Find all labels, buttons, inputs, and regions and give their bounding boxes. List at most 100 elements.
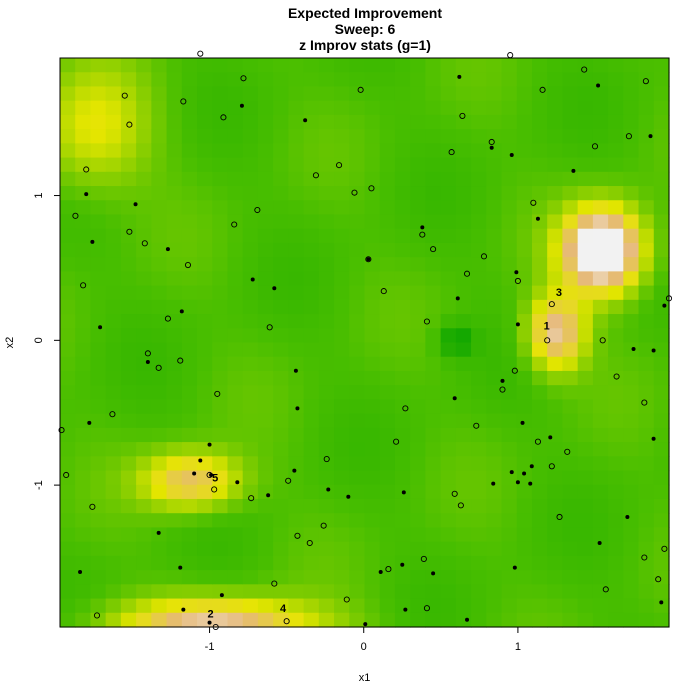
heatmap-cell (90, 257, 107, 272)
heatmap-cell (136, 314, 152, 329)
heatmap-cell (75, 584, 92, 600)
heatmap-cell (562, 242, 579, 258)
heatmap-cell (394, 143, 411, 159)
heatmap-cell (75, 114, 92, 130)
heatmap-cell (471, 200, 487, 216)
heatmap-cell (166, 171, 183, 187)
heatmap-cell (410, 129, 426, 144)
heatmap-cell (531, 328, 548, 344)
heatmap-cell (592, 271, 609, 287)
heatmap-cell (623, 228, 640, 244)
heatmap-cell (379, 442, 396, 457)
heatmap-cell (471, 612, 487, 628)
heatmap-cell (120, 271, 137, 287)
heatmap-cell (440, 356, 457, 372)
heatmap-cell (562, 570, 579, 585)
heatmap-cell (334, 584, 350, 600)
heatmap-cell (105, 370, 122, 386)
heatmap-cell (318, 257, 335, 272)
heatmap-cell (273, 484, 289, 500)
heatmap-cell (379, 271, 396, 287)
candidate-point (530, 199, 537, 206)
heatmap-cell (75, 385, 92, 400)
y-tick-label: 0 (33, 337, 45, 343)
heatmap-cell (334, 427, 350, 443)
heatmap-cell (273, 314, 289, 329)
heatmap-cell (531, 555, 548, 571)
heatmap-cell (257, 100, 274, 116)
heatmap-cell (455, 541, 472, 557)
heatmap-cell (212, 456, 229, 472)
heatmap-cell (136, 498, 152, 514)
heatmap-cell (242, 570, 259, 585)
heatmap-cell (136, 228, 152, 244)
heatmap-cell (394, 314, 411, 329)
heatmap-cell (349, 342, 366, 358)
heatmap-cell (623, 427, 640, 443)
heatmap-cell (364, 555, 381, 571)
heatmap-cell (120, 584, 137, 600)
heatmap-cell (364, 427, 381, 443)
heatmap-cell (151, 356, 168, 372)
heatmap-cell (136, 385, 152, 400)
heatmap-cell (547, 456, 564, 472)
heatmap-cell (379, 129, 396, 144)
heatmap-cell (455, 356, 472, 372)
candidate-point (323, 456, 330, 463)
heatmap-cell (212, 541, 229, 557)
heatmap-cell (425, 342, 442, 358)
heatmap-cell (623, 299, 640, 315)
heatmap-cell (105, 271, 122, 287)
heatmap-cell (455, 271, 472, 287)
heatmap-cell (394, 271, 411, 287)
heatmap-cell (120, 442, 137, 457)
heatmap-cell (257, 299, 274, 315)
heatmap-cell (334, 456, 350, 472)
heatmap-cell (455, 584, 472, 600)
x-tick-label: 1 (515, 641, 521, 653)
heatmap-cell (349, 171, 366, 187)
heatmap-cell (455, 157, 472, 173)
heatmap-cell (288, 86, 305, 102)
heatmap-cell (151, 413, 168, 429)
heatmap-cell (486, 470, 503, 486)
heatmap-cell (425, 541, 442, 557)
heatmap-cell (242, 612, 259, 628)
heatmap-cell (136, 299, 152, 315)
heatmap-cell (440, 271, 457, 287)
heatmap-cell (75, 598, 92, 614)
heatmap-cell (577, 612, 594, 628)
design-point (192, 471, 197, 476)
candidate-point (419, 231, 426, 238)
heatmap-cell (516, 257, 533, 272)
heatmap-cell (242, 513, 259, 529)
heatmap-cell (273, 228, 289, 244)
heatmap-cell (653, 555, 670, 571)
heatmap-cell (501, 570, 518, 585)
heatmap-cell (653, 214, 670, 230)
heatmap-cell (516, 171, 533, 187)
heatmap-cell (562, 484, 579, 500)
heatmap-cell (318, 228, 335, 244)
heatmap-cell (105, 598, 122, 614)
heatmap-cell (638, 186, 655, 201)
heatmap-cell (501, 370, 518, 386)
heatmap-cell (486, 214, 503, 230)
heatmap-cell (562, 385, 579, 400)
heatmap-cell (334, 86, 350, 102)
candidate-point (473, 422, 480, 429)
heatmap-cell (227, 72, 244, 88)
candidate-point (121, 92, 128, 99)
candidate-point (320, 522, 327, 529)
heatmap-cell (242, 598, 259, 614)
heatmap-cell (60, 555, 76, 571)
heatmap-cell (394, 328, 411, 344)
heatmap-cell (212, 200, 229, 216)
heatmap-cell (531, 484, 548, 500)
heatmap-cell (440, 456, 457, 472)
heatmap-cell (562, 143, 579, 159)
candidate-point (312, 172, 319, 179)
heatmap-cell (455, 385, 472, 400)
heatmap-cell (516, 370, 533, 386)
heatmap-cell (166, 527, 183, 543)
